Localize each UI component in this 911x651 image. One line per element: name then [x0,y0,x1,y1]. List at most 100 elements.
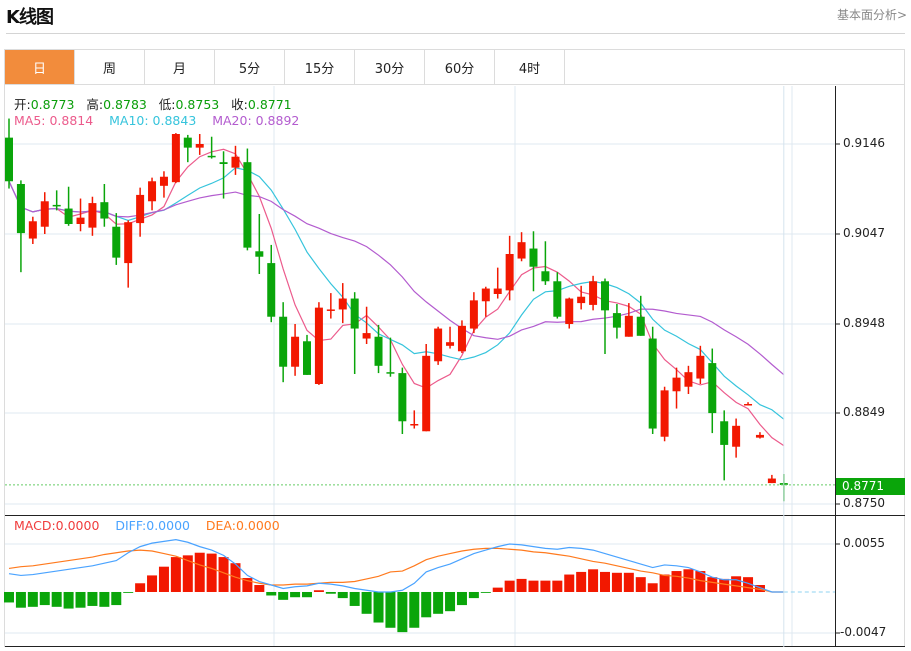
candle-down [243,162,252,248]
macd-bar [456,591,467,606]
low-label: 低: [158,97,176,112]
macd-bar [576,571,587,592]
macd-bar [349,591,360,606]
tab-day[interactable]: 日 [5,50,75,84]
macd-bar [480,591,491,593]
candle-up [481,288,490,302]
dea-line [8,547,784,593]
candle-down [601,281,609,311]
macd-bar [290,591,301,598]
candle-up [565,298,574,324]
close-value: 0.8771 [247,97,292,112]
macd-bar [516,578,527,592]
candle-up [577,296,586,304]
macd-bar [4,591,14,603]
macd-tick: -0.0047 [840,625,887,639]
tab-60min[interactable]: 60分 [425,50,495,84]
candle-down [112,226,121,258]
candle-up [28,221,37,239]
macd-bar [361,591,372,614]
open-label: 开: [14,97,31,112]
candle-up [660,390,669,437]
candle-down [219,162,228,164]
candle-up [457,325,466,352]
candle-up [362,333,371,339]
macd-bar [540,580,551,592]
macd-bar [182,555,193,592]
tab-4hour[interactable]: 4时 [495,50,565,84]
macd-bar [123,591,134,593]
candle-up [231,156,240,168]
macd-bar [111,591,122,606]
macd-bar [647,583,658,592]
macd-bar [27,591,38,607]
macd-bar [206,553,217,592]
tab-30min[interactable]: 30分 [355,50,425,84]
macd-bar [564,574,575,592]
macd-bar [623,572,634,592]
price-tick: 0.9047 [843,226,885,240]
high-value: 0.8783 [103,97,147,112]
macd-bar [421,591,432,618]
divider [6,33,905,34]
macd-tick: 0.0055 [843,536,885,550]
macd-bar [588,569,599,592]
candle-down [541,271,550,282]
macd-bar [600,571,610,592]
candle-up [624,315,633,337]
macd-bar [731,576,742,592]
price-tick: 0.8750 [843,496,885,510]
macd-bar [87,591,98,606]
candle-down [5,137,13,182]
price-tick: 0.9146 [843,136,885,150]
candle-up [493,288,502,294]
candle-up [696,355,705,379]
candle-down [267,263,276,317]
candle-up [684,372,693,387]
candle-up [159,176,168,186]
high-label: 高: [86,97,104,112]
candle-up [755,434,764,438]
ohlc-legend: 开:0.8773 高:0.8783 低:0.8753 收:0.8771 [14,94,292,113]
tab-15min[interactable]: 15分 [285,50,355,84]
candle-up [171,134,180,183]
macd-bar [325,591,336,594]
candle-down [64,208,73,224]
tab-month[interactable]: 月 [145,50,215,84]
candle-up [326,309,335,311]
low-value: 0.8753 [175,97,220,112]
candle-up [195,144,204,148]
candle-down [350,298,359,329]
candle-up [744,404,753,406]
macd-bar [15,591,26,608]
macd-bar [659,574,670,592]
candle-up [338,298,347,310]
macd-bar [373,591,384,623]
candle-up [291,336,300,367]
candle-down [279,316,288,367]
page-title: K线图 [6,7,54,28]
tab-week[interactable]: 周 [75,50,145,84]
macd-bar [313,590,324,592]
macd-bar [504,580,515,592]
candle-down [636,316,645,336]
macd-bar [754,585,765,592]
price-tick: 0.8849 [843,405,885,419]
candle-up [136,194,145,224]
candle-down [183,137,192,148]
macd-bar [385,591,396,628]
macd-bar [707,577,718,592]
macd-bar [695,571,706,592]
macd-bar [254,585,265,592]
macd-bar [218,557,229,592]
macd-bar [51,591,62,607]
candle-up [589,281,598,305]
tab-5min[interactable]: 5分 [215,50,285,84]
macd-bar [743,577,754,592]
macd-legend: MACD:0.0000 DIFF:0.0000 DEA:0.0000 [14,518,280,533]
candle-down [720,421,729,445]
price-tick: 0.8948 [843,316,885,330]
fundamental-analysis-link[interactable]: 基本面分析> [836,8,907,22]
candle-up [732,425,741,447]
